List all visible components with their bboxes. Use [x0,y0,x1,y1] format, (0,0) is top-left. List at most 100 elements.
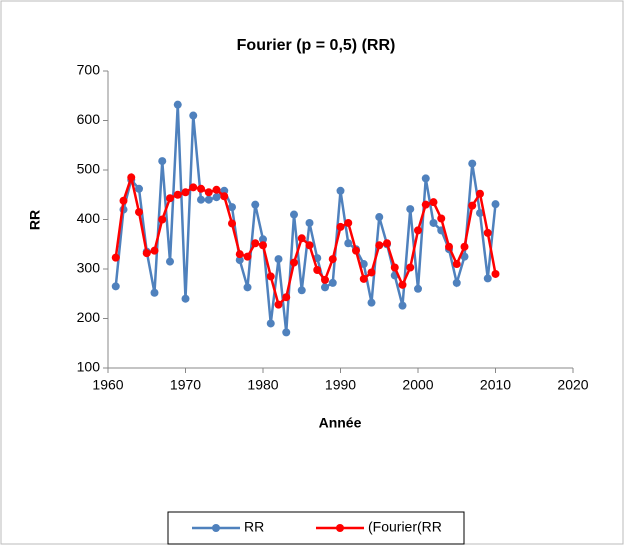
data-point [344,218,353,227]
y-tick-label: 100 [77,359,101,375]
data-point [197,195,205,204]
data-point [204,188,213,197]
data-point [437,214,446,223]
data-point [212,185,221,194]
data-point [220,192,229,201]
data-point [181,188,190,197]
data-point [460,252,469,261]
data-point [127,173,136,182]
data-point [305,241,314,250]
data-point [173,100,182,109]
data-point [282,293,291,302]
data-point [414,226,422,235]
data-point [406,205,415,214]
data-point [142,249,151,258]
y-tick-label: 300 [77,260,101,276]
data-point [251,200,260,209]
y-tick-label: 600 [77,111,101,127]
data-point [243,252,252,261]
data-point [212,193,221,202]
data-point [297,286,306,295]
data-point [119,196,128,205]
x-tick-label: 1970 [170,377,201,393]
data-point [344,239,353,248]
data-point [367,268,376,277]
data-point [313,265,322,274]
data-point [421,200,430,209]
data-point [421,174,430,183]
data-point [352,246,360,255]
data-point [135,208,143,217]
y-tick-label: 700 [77,62,101,78]
data-point [235,250,244,259]
data-point [259,241,267,250]
x-tick-label: 1960 [92,377,123,393]
data-point [189,111,198,120]
data-point [336,186,345,195]
data-point [235,256,244,265]
data-point [290,210,298,219]
data-point [173,190,182,199]
data-point [359,260,368,269]
x-tick-label: 1980 [247,377,278,393]
data-point [445,242,453,251]
data-point [228,203,236,212]
x-tick-label: 2000 [402,377,433,393]
data-point [375,213,384,222]
data-point [390,263,399,272]
y-axis-label: RR [27,210,43,230]
data-point [251,239,260,248]
x-tick-label: 2020 [557,377,588,393]
data-point [406,263,415,272]
data-point [452,278,461,287]
data-point [204,195,213,204]
data-point [150,246,159,255]
data-point [274,300,283,309]
y-tick-label: 200 [77,309,101,325]
data-point [274,255,283,264]
legend-marker [212,524,220,532]
data-point [150,288,159,297]
data-point [476,209,484,218]
data-point [228,219,236,228]
y-tick-label: 400 [77,210,101,226]
data-point [266,272,275,281]
data-point [367,298,376,307]
legend-label: (Fourier(RR [368,519,442,535]
data-point [305,218,314,227]
data-point [483,274,492,283]
legend-marker [336,524,344,532]
data-point [282,328,291,337]
series-line [114,104,497,333]
data-point [483,228,492,237]
data-point [476,189,484,198]
data-point [290,258,298,267]
data-point [189,183,198,192]
legend-label: RR [244,519,264,535]
data-point [166,257,174,266]
data-point [181,294,190,303]
data-point [491,200,500,209]
data-point [383,239,391,248]
data-point [111,253,120,262]
data-point [158,215,167,224]
data-point [398,301,407,310]
data-point [321,275,329,284]
data-point [328,278,337,287]
data-point [375,241,384,250]
data-point [297,234,306,243]
data-point [259,235,267,244]
data-point [328,255,337,264]
data-point [166,194,174,203]
data-point [468,159,477,168]
data-point [266,319,275,328]
x-tick-label: 1990 [325,377,356,393]
data-point [111,282,120,291]
chart-title: Fourier (p = 0,5) (RR) [237,37,396,54]
data-point [243,283,252,292]
data-point [359,274,368,283]
data-point [491,269,500,278]
y-tick-label: 500 [77,161,101,177]
